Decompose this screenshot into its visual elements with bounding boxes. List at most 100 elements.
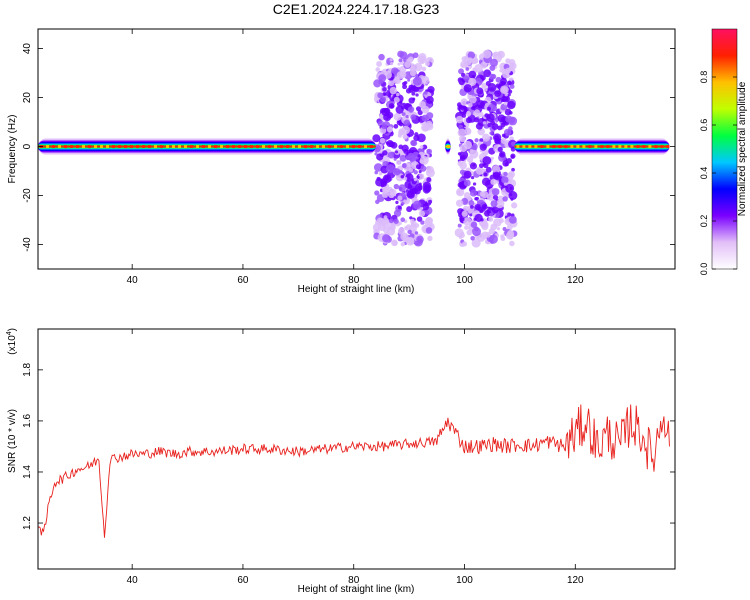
spectrogram-cell	[510, 153, 516, 159]
snr-series-line	[38, 404, 670, 538]
spectrogram-cell	[463, 170, 472, 179]
spectrogram-cell	[378, 53, 385, 61]
spectrogram-cell	[172, 145, 175, 149]
spectrogram-cell	[509, 84, 515, 89]
spectrogram-cell	[389, 58, 393, 62]
spectrogram-cell	[298, 145, 301, 149]
spectrogram-cell	[268, 145, 271, 149]
spectrogram-cell	[402, 81, 406, 86]
spectrogram-cell	[388, 103, 395, 109]
spectrogram-band	[38, 145, 376, 148]
spectrogram-cell	[82, 145, 85, 149]
spectrogram-cell	[414, 177, 418, 181]
spectrogram-cell	[202, 145, 205, 149]
spectrogram-cell	[486, 106, 492, 111]
spectrogram-cell	[46, 145, 49, 149]
spectrogram-cell	[425, 227, 433, 234]
spectrogram-cell	[504, 69, 509, 74]
spectrogram-cell	[507, 230, 515, 237]
spectrogram-cell	[636, 145, 640, 149]
spectrogram-cell	[402, 102, 406, 107]
spectrogram-cell	[410, 114, 417, 121]
colorbar-tick-label: 0.4	[699, 167, 709, 180]
spectrogram-cell	[485, 166, 492, 173]
spectrogram-cell	[468, 77, 477, 87]
y-tick-label: 40	[22, 43, 33, 55]
snr-scale-exponent: 4	[6, 331, 13, 335]
spectrogram-cell	[467, 102, 473, 108]
spectrogram-cell	[340, 145, 343, 149]
spectrogram-cell	[506, 80, 512, 86]
spectrogram-cell	[469, 162, 478, 170]
spectrogram-cell	[475, 166, 484, 175]
spectrogram-cell	[416, 216, 423, 222]
spectrogram-cell	[458, 68, 465, 75]
spectrogram-cell	[419, 165, 427, 172]
spectrogram-cell	[654, 145, 658, 149]
spectrogram-cell	[374, 170, 379, 175]
spectrogram-cell	[484, 209, 491, 217]
spectrogram-cell	[508, 110, 513, 115]
spectrogram-cell	[499, 152, 504, 157]
spectrogram-cell	[304, 145, 307, 149]
spectrogram-cell	[642, 145, 646, 149]
spectrogram-cell	[387, 191, 395, 199]
spectrogram-cell	[479, 191, 485, 197]
spectrogram-cell	[378, 171, 383, 176]
spectrogram-cell	[375, 67, 381, 72]
spectrogram-cell	[497, 146, 503, 153]
spectrogram-cell	[494, 135, 500, 141]
spectrogram-cell	[447, 145, 451, 149]
spectrogram-cell	[482, 49, 492, 59]
spectrogram-cell	[292, 145, 295, 149]
spectrogram-cell	[403, 119, 411, 127]
spectrogram-cell	[408, 154, 416, 162]
x-tick-label: 80	[348, 275, 360, 286]
spectrogram-cell	[497, 51, 502, 56]
spectrogram-cell	[467, 51, 476, 59]
spectrogram-cell	[373, 163, 383, 172]
spectrogram-cell	[474, 138, 479, 143]
spectrogram-cell	[508, 215, 517, 224]
spectrogram-cell	[406, 206, 413, 213]
spectrogram-cell	[403, 176, 408, 181]
spectrogram-cell	[310, 145, 313, 149]
snr-scale-note: (x104)	[6, 328, 18, 355]
spectrogram-cell	[76, 145, 79, 149]
spectrogram-cell	[391, 151, 395, 156]
spectrogram-cell	[418, 170, 422, 174]
spectrogram-cell	[372, 223, 381, 232]
spectrogram-cell	[458, 78, 465, 86]
spectrogram-cell	[483, 87, 488, 92]
spectrogram-cell	[505, 58, 511, 64]
colorbar: 0.0 0.2 0.4 0.6 0.8 Normalized spectral ampl…	[699, 28, 748, 275]
snr-plot-area	[38, 404, 670, 538]
spectrogram-cell	[479, 138, 484, 143]
spectrogram-cell	[511, 202, 518, 209]
spectrogram-cell	[470, 236, 475, 241]
spectrogram-cell	[148, 145, 151, 149]
spectrogram-cell	[552, 145, 556, 149]
spectrogram-cell	[220, 145, 223, 149]
spectrogram-cell	[274, 145, 277, 149]
spectrogram-cell	[490, 200, 498, 208]
spectrogram-cell	[466, 229, 473, 236]
spectrogram-cell	[425, 95, 434, 104]
spectrogram-cell	[406, 190, 415, 199]
spectrogram-cell	[364, 145, 367, 149]
spectrogram-cell	[383, 113, 392, 122]
spectrogram-cell	[352, 145, 355, 149]
spectrogram-cell	[500, 122, 506, 128]
spectrogram-cell	[489, 131, 493, 135]
colorbar-tick-label: 0.2	[699, 215, 709, 228]
spectrogram-cell	[64, 145, 67, 149]
y-tick-label: 1.8	[22, 362, 33, 376]
spectrogram-cell	[424, 220, 428, 224]
spectrogram-cell	[511, 167, 515, 172]
spectrogram-cell	[474, 109, 480, 116]
spectrogram-cell	[483, 69, 492, 78]
spectrogram-cell	[482, 121, 487, 125]
spectrogram-cell	[382, 150, 388, 156]
spectrogram-cell	[457, 223, 462, 228]
spectrogram-cell	[488, 234, 498, 244]
